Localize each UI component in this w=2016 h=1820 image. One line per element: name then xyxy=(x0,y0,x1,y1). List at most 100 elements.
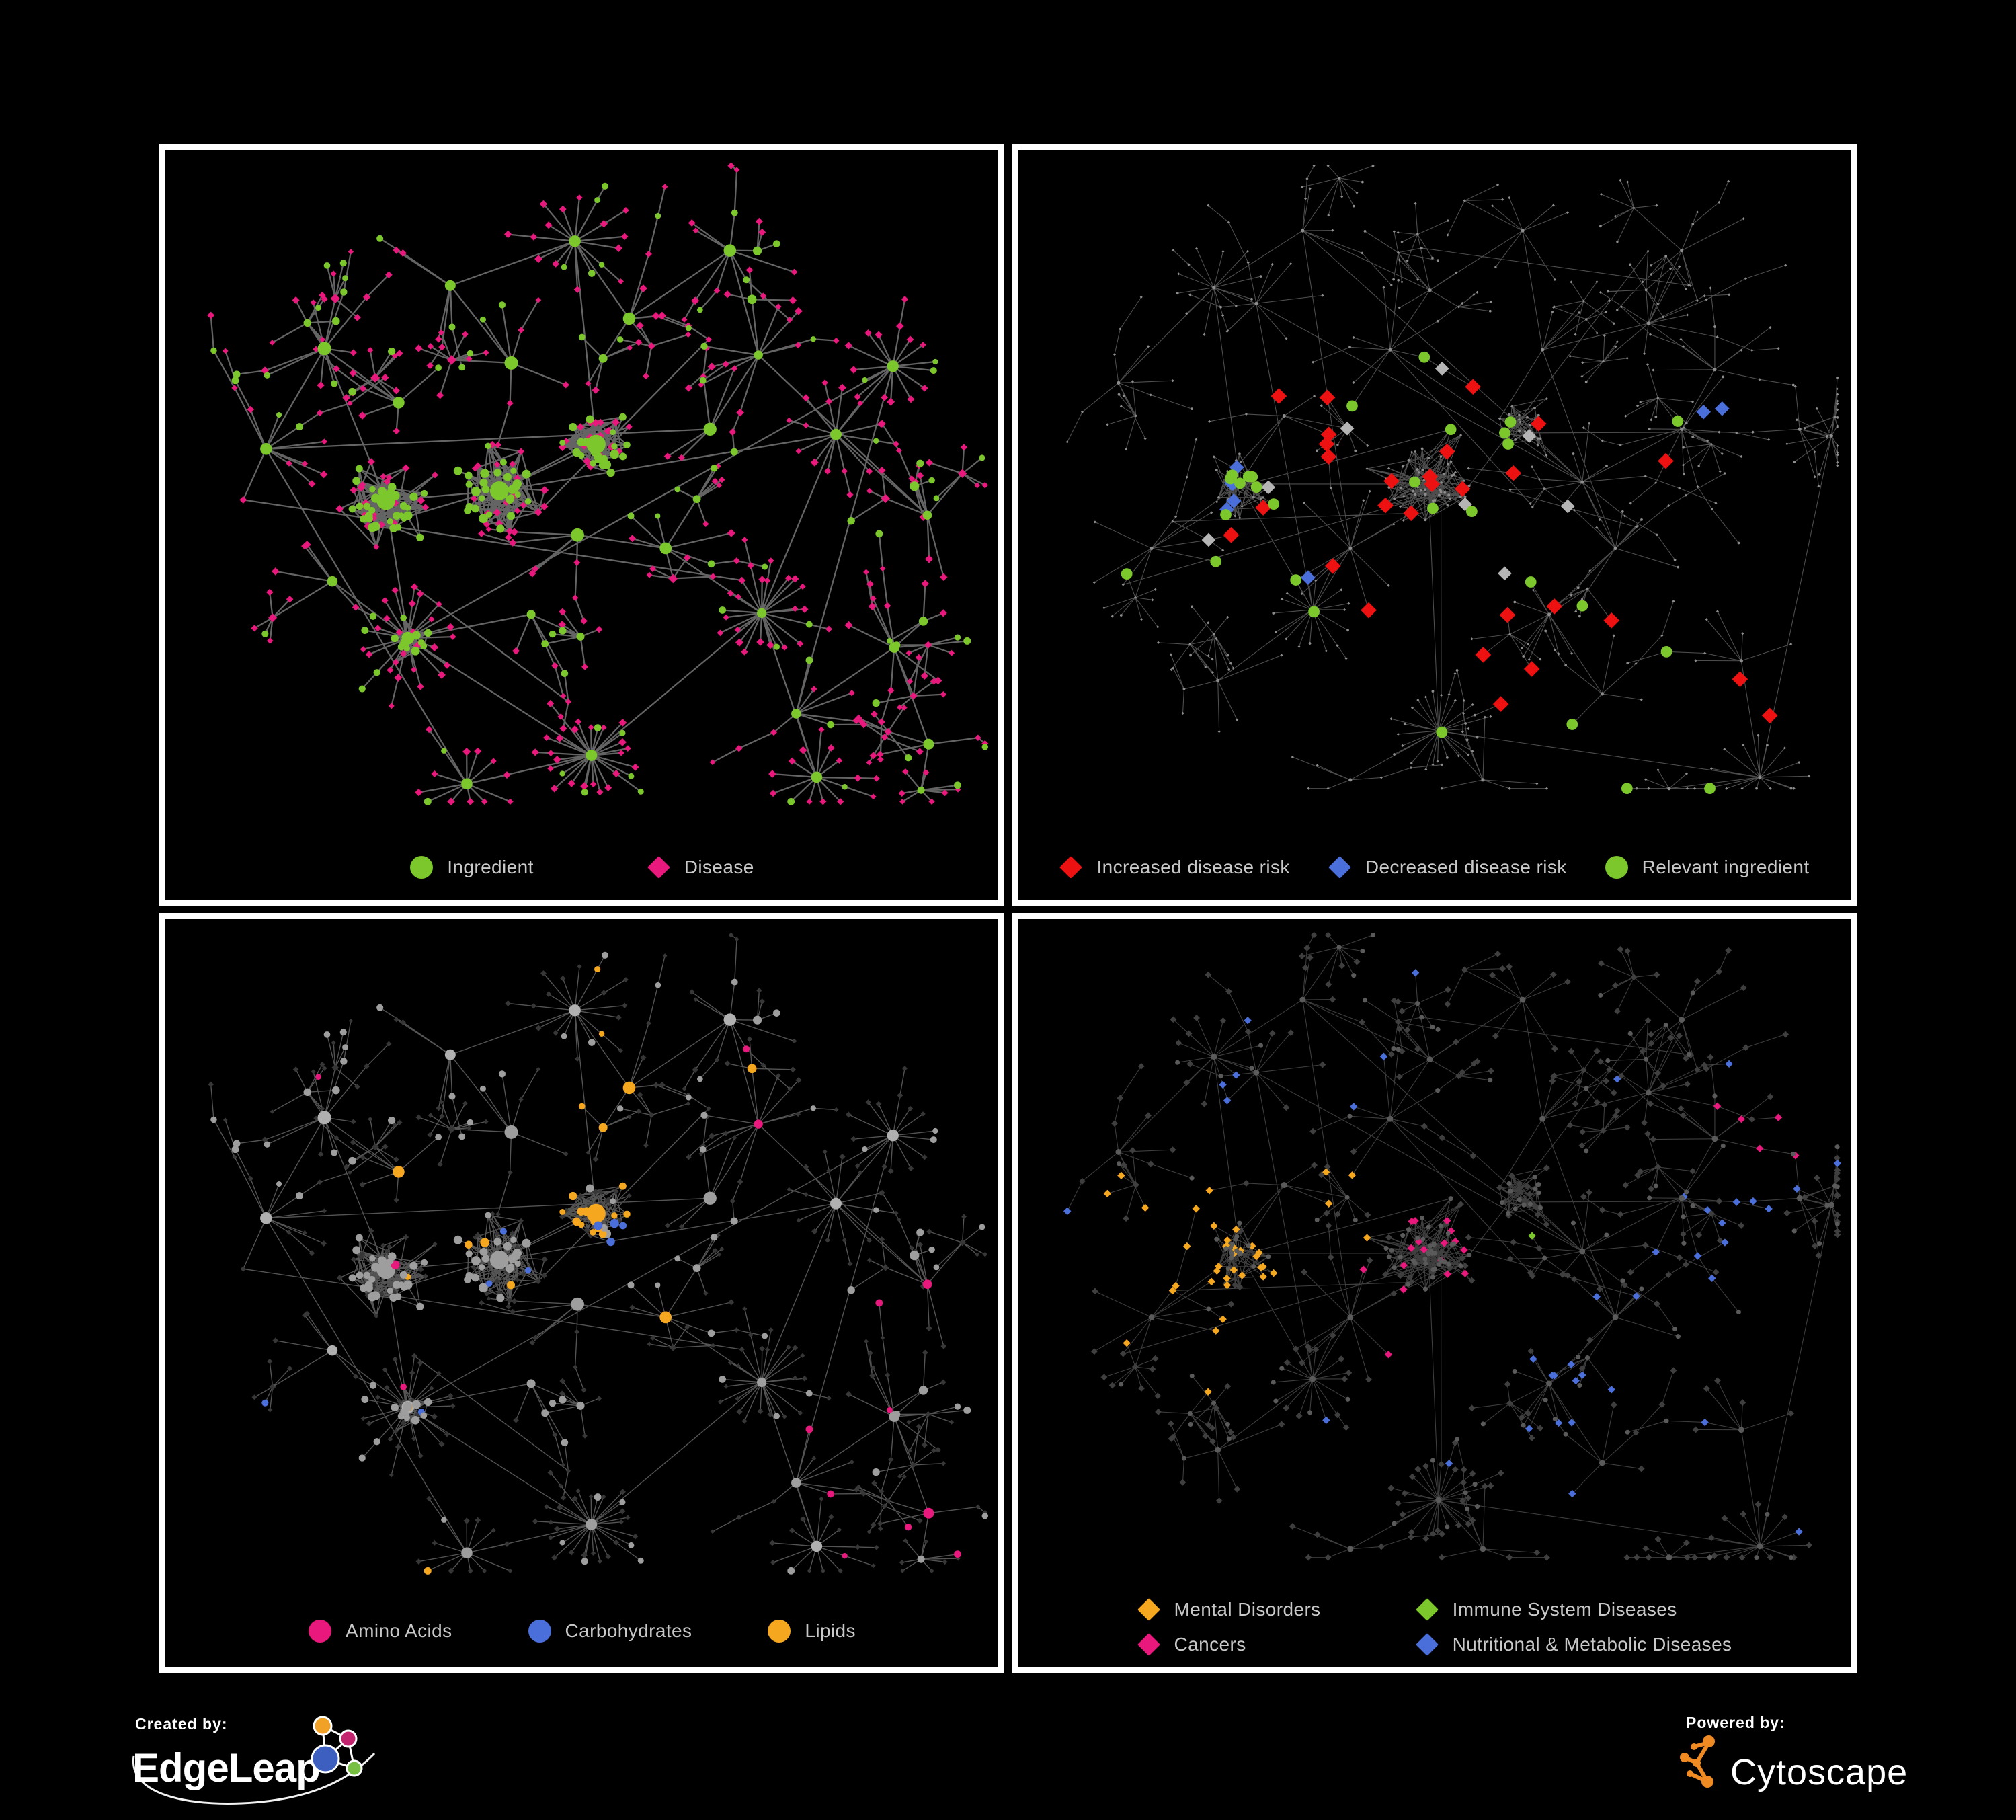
network-circle-node xyxy=(1445,756,1449,759)
network-circle-node xyxy=(731,209,738,216)
network-circle-node xyxy=(1275,631,1277,633)
legend-disease-risk: Increased disease risk Decreased disease … xyxy=(1018,855,1851,879)
network-circle-node xyxy=(1598,992,1603,998)
network-circle-node xyxy=(1427,457,1430,459)
network-circle-node xyxy=(616,1105,624,1112)
network-circle-node xyxy=(610,449,619,459)
network-circle-node xyxy=(1467,484,1471,487)
network-circle-node xyxy=(1552,1417,1558,1422)
network-circle-node xyxy=(922,1279,932,1290)
highlighted-node xyxy=(1427,502,1439,514)
highlighted-node xyxy=(1560,499,1575,514)
network-circle-node xyxy=(875,1299,883,1307)
network-circle-node xyxy=(805,621,813,628)
panel-nutrient-classes-network: Amino Acids Carbohydrates Lipids xyxy=(159,913,1004,1673)
highlighted-node xyxy=(1660,645,1672,658)
network-circle-node xyxy=(887,637,893,644)
network-circle-node xyxy=(399,502,408,510)
network-circle-node xyxy=(1400,1233,1406,1238)
network-circle-node xyxy=(377,1256,387,1265)
network-circle-node xyxy=(1347,1113,1353,1119)
network-circle-node xyxy=(847,1285,855,1294)
network-circle-node xyxy=(1396,1047,1401,1052)
network-circle-node xyxy=(1420,1215,1425,1220)
network-circle-node xyxy=(1273,1398,1279,1404)
network-circle-node xyxy=(416,533,424,542)
network-circle-node xyxy=(1436,319,1439,323)
network-circle-node xyxy=(522,1238,531,1248)
network-circle-node xyxy=(594,724,602,732)
network-circle-node xyxy=(411,1416,420,1425)
network-circle-node xyxy=(1627,1031,1633,1036)
panel-ingredient-disease-network: Ingredient Disease xyxy=(159,144,1004,906)
highlighted-node xyxy=(1499,606,1516,623)
network-circle-node xyxy=(479,316,486,323)
network-circle-node xyxy=(465,471,473,479)
legend-nutrient-classes: Amino Acids Carbohydrates Lipids xyxy=(165,1619,998,1643)
network-circle-node xyxy=(1474,713,1476,717)
network-circle-node xyxy=(805,1425,813,1433)
network-circle-node xyxy=(471,504,480,513)
network-circle-node xyxy=(628,773,635,779)
network-circle-node xyxy=(1818,473,1821,476)
network-circle-node xyxy=(1237,1220,1242,1226)
network-circle-node xyxy=(586,1203,606,1224)
network-circle-node xyxy=(465,1272,473,1280)
network-circle-node xyxy=(1480,1421,1486,1427)
network-circle-node xyxy=(1187,1411,1193,1417)
network-circle-node xyxy=(1833,415,1837,418)
network-circle-node xyxy=(1508,1189,1513,1194)
network-circle-node xyxy=(1336,945,1342,950)
network-circle-node xyxy=(264,372,271,379)
network-circle-node xyxy=(461,778,473,790)
network-graph-disease-classes xyxy=(1063,931,1842,1561)
network-circle-node xyxy=(369,485,376,493)
circle-swatch-icon xyxy=(308,1619,332,1643)
network-circle-node xyxy=(1189,1373,1195,1378)
network-circle-node xyxy=(594,452,603,461)
network-circle-node xyxy=(1834,1184,1840,1189)
network-circle-node xyxy=(370,522,380,531)
network-circle-node xyxy=(315,305,321,311)
network-circle-node xyxy=(1254,301,1258,305)
network-circle-node xyxy=(1189,1175,1195,1181)
network-circle-node xyxy=(1424,518,1427,522)
network-circle-node xyxy=(435,1134,442,1141)
network-circle-node xyxy=(1360,949,1365,954)
legend-label: Ingredient xyxy=(447,857,534,877)
highlighted-node xyxy=(1435,361,1449,376)
legend-item: Cancers xyxy=(1137,1632,1321,1657)
network-circle-node xyxy=(979,454,985,461)
network-circle-node xyxy=(411,631,421,640)
network-circle-node xyxy=(1480,1546,1486,1552)
network-circle-node xyxy=(830,1197,842,1210)
network-circle-node xyxy=(393,397,405,409)
network-circle-node xyxy=(1175,1060,1180,1065)
network-circle-node xyxy=(1757,1543,1763,1550)
network-circle-node xyxy=(499,459,507,466)
network-circle-node xyxy=(493,469,501,477)
network-circle-node xyxy=(572,1217,581,1226)
network-circle-node xyxy=(1667,787,1671,791)
network-circle-node xyxy=(887,360,899,372)
panel-disease-classes-network: Mental Disorders Immune System Diseases Ca… xyxy=(1012,913,1857,1673)
network-circle-node xyxy=(685,1094,692,1101)
network-circle-node xyxy=(753,246,762,255)
legend-item: Disease xyxy=(647,855,754,879)
highlighted-node xyxy=(1225,473,1236,485)
network-circle-node xyxy=(754,1119,763,1129)
network-circle-node xyxy=(1363,229,1367,233)
network-circle-node xyxy=(371,1263,380,1272)
network-circle-node xyxy=(954,1403,961,1410)
legend-item: Relevant ingredient xyxy=(1605,855,1810,879)
network-diamond-nodes xyxy=(208,932,988,1574)
legend-label: Decreased disease risk xyxy=(1365,857,1567,877)
network-circle-node xyxy=(1452,473,1455,476)
network-circle-node xyxy=(723,244,737,257)
network-circle-node xyxy=(1301,229,1305,233)
network-circle-node xyxy=(348,505,356,513)
network-circle-node xyxy=(933,1264,940,1271)
network-circle-node xyxy=(317,1111,331,1125)
legend-item: Carbohydrates xyxy=(528,1619,692,1643)
network-circle-node xyxy=(1430,1275,1435,1280)
